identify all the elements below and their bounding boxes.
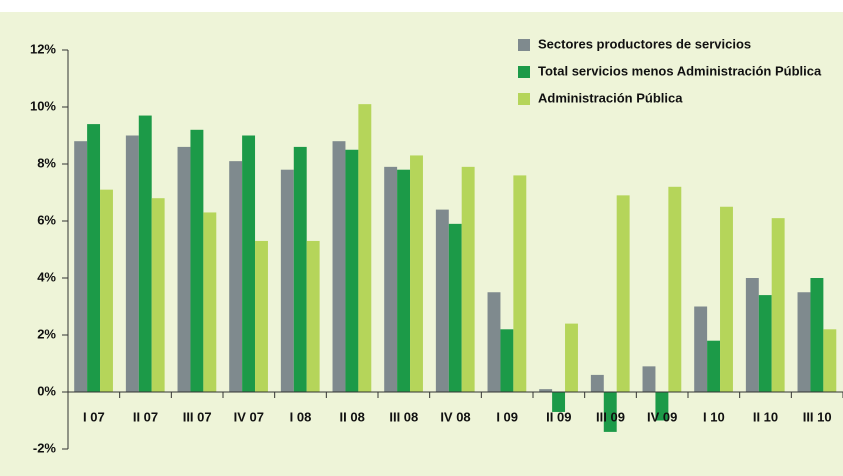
bar: [435, 209, 449, 392]
y-tick-label: 0%: [37, 383, 56, 398]
bar: [345, 149, 359, 392]
bar: [500, 329, 514, 392]
bar: [720, 206, 733, 392]
bar: [332, 141, 346, 392]
x-tick-label: I 08: [290, 409, 312, 424]
bar: [655, 392, 669, 421]
x-tick-label: III 08: [389, 409, 418, 424]
bar: [448, 223, 462, 392]
bar: [358, 104, 372, 393]
bar: [293, 146, 307, 392]
bar: [151, 198, 165, 392]
bar: [125, 135, 139, 392]
bar: [694, 306, 708, 392]
bar: [87, 124, 101, 392]
bar: [203, 212, 217, 392]
bar: [810, 278, 824, 392]
x-tick-label: III 07: [183, 409, 212, 424]
bar: [590, 374, 604, 392]
bar: [229, 161, 243, 392]
bar: [797, 292, 811, 392]
bar: [280, 169, 294, 392]
x-tick-label: II 08: [340, 409, 365, 424]
legend-label: Sectores productores de servicios: [538, 36, 751, 51]
bar: [255, 240, 268, 392]
x-tick-label: I 09: [496, 409, 518, 424]
x-tick-label: IV 07: [234, 409, 264, 424]
legend-swatch: [518, 93, 530, 105]
y-tick-label: 2%: [37, 326, 56, 341]
bar: [539, 389, 553, 392]
bar: [487, 292, 501, 392]
bar: [461, 166, 475, 392]
x-tick-label: II 07: [133, 409, 158, 424]
bar: [552, 392, 566, 412]
bar: [177, 146, 191, 392]
bar: [565, 323, 578, 392]
x-tick-label: I 07: [83, 409, 105, 424]
y-tick-label: -2%: [33, 440, 57, 455]
bar: [642, 366, 656, 392]
legend-swatch: [518, 66, 530, 78]
bar: [74, 141, 88, 392]
legend-label: Administración Pública: [538, 90, 683, 105]
bar: [138, 115, 152, 393]
bar: [758, 295, 772, 392]
y-tick-label: 8%: [37, 155, 56, 170]
bar: [616, 195, 630, 392]
bar: [603, 392, 617, 432]
bar: [771, 218, 785, 392]
x-tick-label: II 10: [753, 409, 778, 424]
legend-label: Total servicios menos Administración Púb…: [538, 63, 822, 78]
x-tick-label: IV 08: [440, 409, 470, 424]
y-tick-label: 4%: [37, 269, 56, 284]
x-tick-label: I 10: [703, 409, 725, 424]
y-tick-label: 10%: [30, 98, 56, 113]
x-tick-label: III 10: [803, 409, 832, 424]
bar: [668, 186, 682, 392]
bar: [745, 278, 759, 392]
bar: [100, 189, 113, 392]
bar: [384, 166, 398, 392]
bar: [410, 155, 423, 392]
x-tick-label: III 09: [596, 409, 625, 424]
bar: [513, 175, 527, 392]
bar: [707, 340, 721, 392]
x-tick-label: IV 09: [647, 409, 677, 424]
bar: [397, 169, 411, 392]
y-tick-label: 6%: [37, 212, 56, 227]
legend-swatch: [518, 39, 530, 51]
x-tick-label: II 09: [546, 409, 571, 424]
bar: [190, 129, 204, 393]
y-tick-label: 12%: [30, 41, 56, 56]
bar: [306, 240, 320, 392]
bar: [242, 135, 256, 392]
bar: [823, 329, 837, 392]
